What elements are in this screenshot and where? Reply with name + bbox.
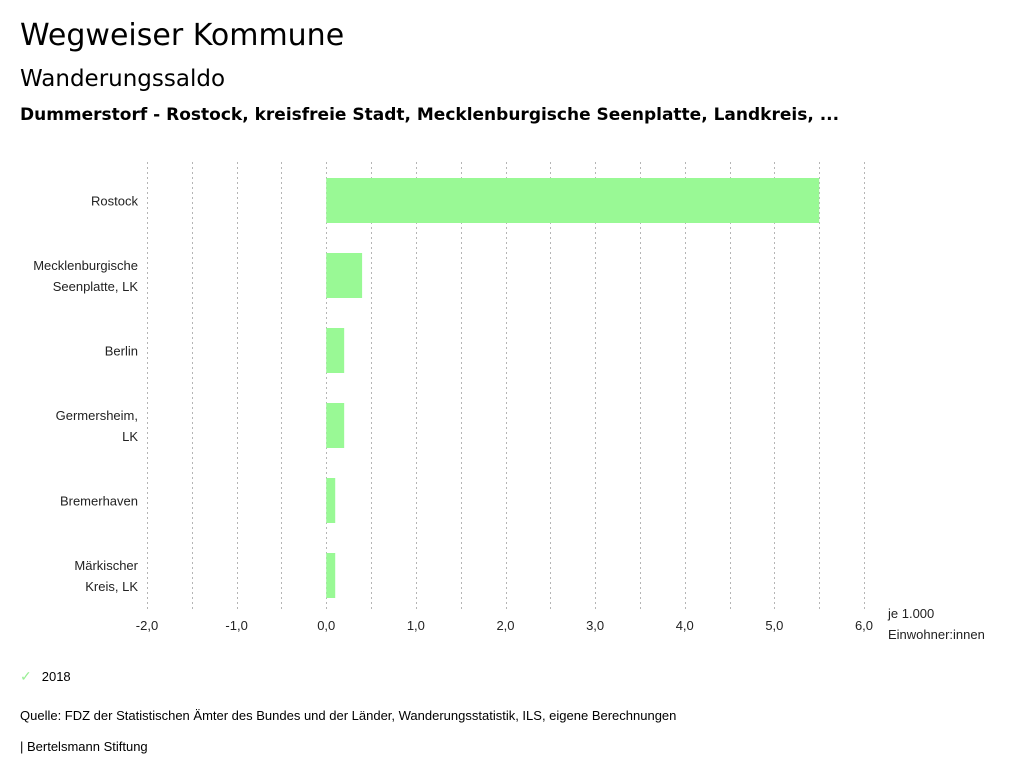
category-label: Rostock — [91, 194, 138, 209]
x-tick-label: 5,0 — [765, 618, 783, 633]
x-tick-labels: -2,0 -1,0 0,0 1,0 2,0 3,0 4,0 5,0 6,0 — [136, 618, 873, 633]
bar[interactable] — [326, 328, 345, 373]
bar-chart: Rostock Mecklenburgische Seenplatte, LK Ber… — [33, 162, 985, 642]
x-axis-unit-label: je 1.000 Einwohner:innen — [887, 606, 985, 642]
bar[interactable] — [326, 253, 363, 298]
grid-lines — [147, 162, 865, 612]
bar[interactable] — [326, 178, 820, 223]
legend-label: 2018 — [41, 669, 71, 684]
x-tick-label: 6,0 — [855, 618, 873, 633]
category-label: Berlin — [105, 344, 138, 359]
category-label: Germersheim, LK — [56, 408, 139, 444]
chart-description: Dummerstorf - Rostock, kreisfreie Stadt,… — [20, 105, 840, 125]
x-tick-label: 4,0 — [676, 618, 694, 633]
brand-note: | Bertelsmann Stiftung — [20, 739, 148, 754]
x-axis-label: Einwohner:innen — [888, 627, 985, 642]
bar[interactable] — [326, 553, 336, 598]
category-label: Bremerhaven — [60, 494, 138, 509]
app-title: Wegweiser Kommune — [20, 18, 345, 53]
x-tick-label: -1,0 — [225, 618, 247, 633]
x-axis-label: je 1.000 — [887, 606, 934, 621]
x-tick-label: -2,0 — [136, 618, 158, 633]
bars — [326, 178, 820, 598]
category-label: Mecklenburgische Seenplatte, LK — [33, 258, 138, 294]
chart-title: Wanderungssaldo — [20, 66, 226, 92]
bar[interactable] — [326, 478, 336, 523]
category-labels: Rostock Mecklenburgische Seenplatte, LK Ber… — [33, 194, 138, 595]
category-label: Märkischer Kreis, LK — [74, 558, 138, 594]
check-icon[interactable]: ✓ — [20, 668, 32, 684]
x-tick-label: 2,0 — [496, 618, 514, 633]
source-note: Quelle: FDZ der Statistischen Ämter des … — [20, 708, 677, 723]
legend[interactable]: ✓ 2018 — [20, 668, 71, 685]
x-tick-label: 3,0 — [586, 618, 604, 633]
x-tick-label: 1,0 — [407, 618, 425, 633]
x-tick-label: 0,0 — [317, 618, 335, 633]
bar[interactable] — [326, 403, 345, 448]
